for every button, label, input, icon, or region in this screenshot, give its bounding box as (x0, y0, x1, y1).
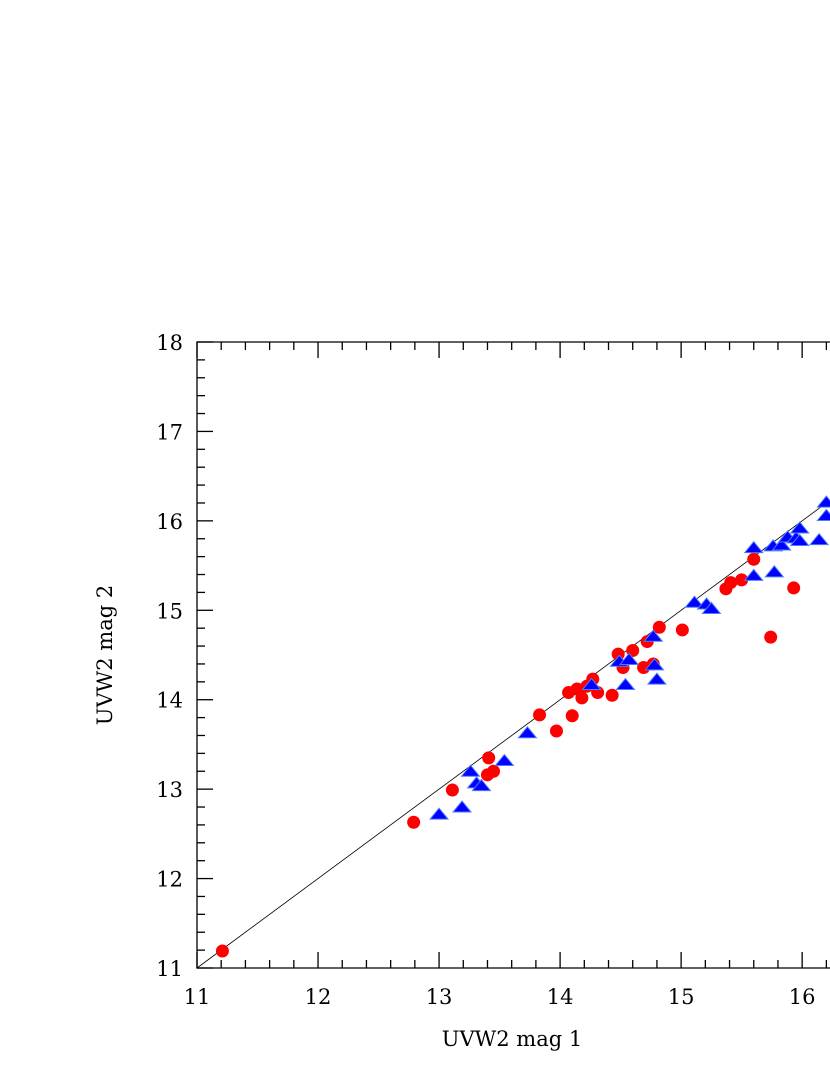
circle-point (445, 783, 459, 797)
identity-line (196, 499, 830, 969)
triangle-point (684, 595, 705, 608)
x-tick-label: 11 (184, 985, 211, 1009)
x-tick-label: 13 (426, 985, 453, 1009)
circle-point (565, 709, 579, 723)
triangle-point (452, 800, 473, 813)
triangle-point (619, 652, 640, 665)
triangle-point (471, 778, 492, 792)
circle-point (605, 688, 619, 702)
triangle-point (646, 672, 667, 685)
circle-point (407, 815, 421, 829)
triangle-point (615, 677, 636, 691)
triangle-point (743, 540, 764, 554)
y-tick-label: 18 (156, 331, 183, 355)
triangle-point (429, 807, 450, 820)
y-axis-label: UVW2 mag 2 (93, 585, 117, 725)
circle-point (652, 620, 666, 634)
circle-point (764, 630, 778, 644)
axis-frame (196, 341, 830, 969)
circle-point (747, 552, 761, 566)
triangle-point (643, 629, 664, 642)
circle-point (487, 764, 501, 778)
triangle-point (789, 521, 810, 534)
circle-point (575, 691, 589, 705)
x-tick-label: 12 (305, 985, 332, 1009)
circle-point (533, 708, 547, 722)
circle-point (735, 573, 749, 587)
triangle-point (816, 495, 830, 508)
triangle-point (771, 538, 792, 551)
x-axis-label: UVW2 mag 1 (442, 1027, 582, 1051)
triangle-point (701, 601, 722, 614)
triangle-point (743, 568, 764, 581)
y-tick-label: 14 (156, 689, 183, 713)
y-tick-label: 17 (156, 420, 183, 444)
y-tick-label: 13 (156, 778, 183, 802)
triangle-point (581, 677, 602, 691)
circle-point (549, 724, 563, 738)
triangle-point (494, 753, 515, 767)
triangle-point (764, 565, 785, 578)
circle-point (675, 623, 689, 637)
circle-point (787, 581, 801, 595)
y-tick-label: 12 (156, 868, 183, 892)
x-tick-label: 16 (789, 985, 816, 1009)
triangle-point (789, 533, 810, 547)
triangle-point (460, 764, 481, 777)
y-tick-label: 15 (156, 599, 183, 623)
x-tick-label: 14 (547, 985, 574, 1009)
triangle-point (816, 508, 830, 521)
circle-point (215, 944, 229, 958)
triangle-point (809, 532, 830, 546)
circle-point (482, 751, 496, 765)
triangle-point (644, 658, 665, 671)
x-tick-label: 15 (668, 985, 695, 1009)
triangle-point (517, 726, 538, 739)
circle-point (724, 576, 738, 590)
y-tick-label: 16 (156, 510, 183, 534)
y-tick-label: 11 (156, 957, 183, 981)
